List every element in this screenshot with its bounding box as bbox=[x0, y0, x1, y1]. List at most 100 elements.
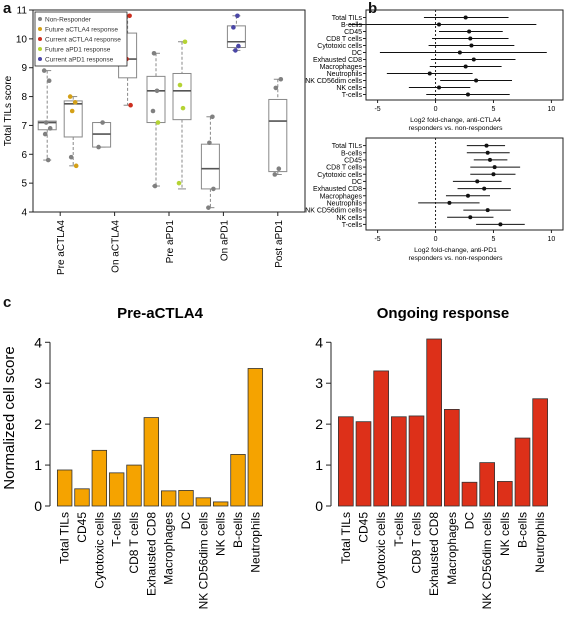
row-label: T-cells bbox=[342, 222, 363, 229]
y-tick-label-c: 2 bbox=[34, 416, 42, 432]
row-label: Neutrophils bbox=[327, 200, 363, 207]
y-tick-label-c: 3 bbox=[315, 375, 323, 391]
y-tick-label-a: 10 bbox=[16, 34, 28, 45]
data-point bbox=[47, 126, 53, 131]
bar bbox=[230, 454, 246, 507]
bar bbox=[91, 449, 108, 507]
legend-label: Current aPD1 response bbox=[45, 57, 114, 64]
legend-label: Future aPD1 response bbox=[45, 47, 111, 54]
row-label: Total TILs bbox=[332, 143, 363, 150]
x-tick-label-b: 10 bbox=[548, 106, 556, 113]
data-point bbox=[177, 82, 183, 88]
data-point bbox=[273, 85, 279, 91]
estimate-point bbox=[498, 222, 503, 227]
y-tick-label-a: 9 bbox=[21, 63, 27, 74]
y-tick-label-c: 2 bbox=[315, 416, 323, 432]
bar bbox=[338, 416, 354, 507]
data-point bbox=[68, 154, 74, 160]
estimate-point bbox=[487, 157, 492, 162]
box bbox=[172, 72, 192, 121]
y-tick-label-c: 1 bbox=[315, 457, 323, 473]
bar bbox=[74, 488, 90, 507]
y-tick-label-c: 0 bbox=[34, 498, 42, 514]
y-tick-label-c: 3 bbox=[34, 375, 42, 391]
x-tick-label-a: On aCTLA4 bbox=[111, 220, 122, 273]
x-tick-label-c: Exhausted CD8 bbox=[427, 512, 441, 596]
y-tick-label-c: 4 bbox=[315, 334, 323, 350]
x-tick-label-b: -5 bbox=[374, 106, 380, 113]
estimate-point bbox=[465, 193, 470, 198]
data-point bbox=[152, 183, 158, 189]
chart-title: Pre-aCTLA4 bbox=[117, 305, 204, 322]
row-label: Macrophages bbox=[320, 193, 363, 200]
legend-marker bbox=[38, 47, 42, 51]
row-label: Cytotoxic cells bbox=[317, 43, 362, 50]
y-tick-label-a: 4 bbox=[21, 208, 27, 219]
y-tick-label-a: 6 bbox=[21, 150, 27, 161]
data-point bbox=[72, 100, 78, 105]
row-label: T-cells bbox=[342, 92, 363, 99]
estimate-point bbox=[468, 215, 473, 220]
y-tick-label-c: 0 bbox=[315, 498, 323, 514]
bar bbox=[143, 417, 160, 507]
bar bbox=[126, 464, 142, 507]
panel-label-c: c bbox=[3, 294, 12, 311]
data-point bbox=[41, 68, 47, 73]
data-point bbox=[236, 43, 241, 49]
row-label: NK cells bbox=[336, 215, 362, 222]
bar bbox=[178, 490, 194, 507]
x-tick-label-c: CD8 T cells bbox=[410, 512, 424, 574]
data-point bbox=[96, 144, 101, 150]
data-point bbox=[42, 131, 48, 137]
x-tick-label-c: B-cells bbox=[516, 512, 530, 548]
x-tick-label-b: -5 bbox=[374, 236, 380, 243]
estimate-point bbox=[437, 85, 442, 90]
x-tick-label-c: NK CD56dim cells bbox=[480, 512, 494, 609]
y-tick-label-a: 5 bbox=[21, 179, 27, 190]
legend-label: Future aCTLA4 response bbox=[45, 27, 118, 34]
legend-label: Non-Responder bbox=[45, 17, 92, 24]
data-point bbox=[127, 13, 132, 19]
data-point bbox=[128, 102, 133, 108]
data-point bbox=[100, 120, 105, 125]
data-point bbox=[43, 120, 49, 125]
y-tick-label-a: 11 bbox=[17, 6, 28, 17]
bar bbox=[497, 481, 513, 507]
estimate-point bbox=[465, 92, 470, 97]
x-tick-label-c: Macrophages bbox=[445, 512, 459, 585]
estimate-point bbox=[482, 186, 487, 191]
estimate-point bbox=[492, 165, 497, 170]
estimate-point bbox=[437, 22, 442, 27]
data-point bbox=[73, 163, 79, 169]
estimate-point bbox=[484, 143, 489, 148]
x-tick-label-c: Exhausted CD8 bbox=[144, 512, 158, 596]
x-axis-label-b: responders vs. non-responders bbox=[408, 255, 503, 262]
data-point bbox=[182, 39, 188, 45]
row-label: B-cells bbox=[341, 22, 363, 29]
x-tick-label-c: CD8 T cells bbox=[127, 512, 141, 574]
y-tick-label-a: 7 bbox=[21, 121, 27, 132]
data-point bbox=[46, 78, 52, 83]
data-point bbox=[206, 205, 211, 210]
row-label: CD45 bbox=[344, 157, 362, 164]
x-tick-label-b: 10 bbox=[548, 236, 556, 243]
legend-label: Current aCTLA4 response bbox=[45, 37, 121, 44]
bar bbox=[426, 338, 442, 507]
x-tick-label-c: CD45 bbox=[75, 512, 89, 543]
data-point bbox=[176, 180, 182, 186]
bar bbox=[461, 481, 478, 507]
x-tick-label-c: DC bbox=[179, 512, 193, 530]
bar bbox=[373, 370, 389, 507]
bar bbox=[56, 469, 73, 507]
data-point bbox=[180, 105, 186, 111]
estimate-point bbox=[469, 43, 474, 48]
x-tick-label-b: 5 bbox=[492, 236, 496, 243]
row-label: DC bbox=[352, 50, 362, 57]
row-label: Neutrophils bbox=[327, 71, 363, 78]
forest-frame bbox=[365, 137, 564, 231]
x-tick-label-c: NK CD56dim cells bbox=[196, 512, 210, 609]
x-tick-label-c: Total TILs bbox=[339, 512, 353, 564]
row-label: Cytotoxic cells bbox=[317, 172, 362, 179]
data-point bbox=[45, 157, 51, 163]
